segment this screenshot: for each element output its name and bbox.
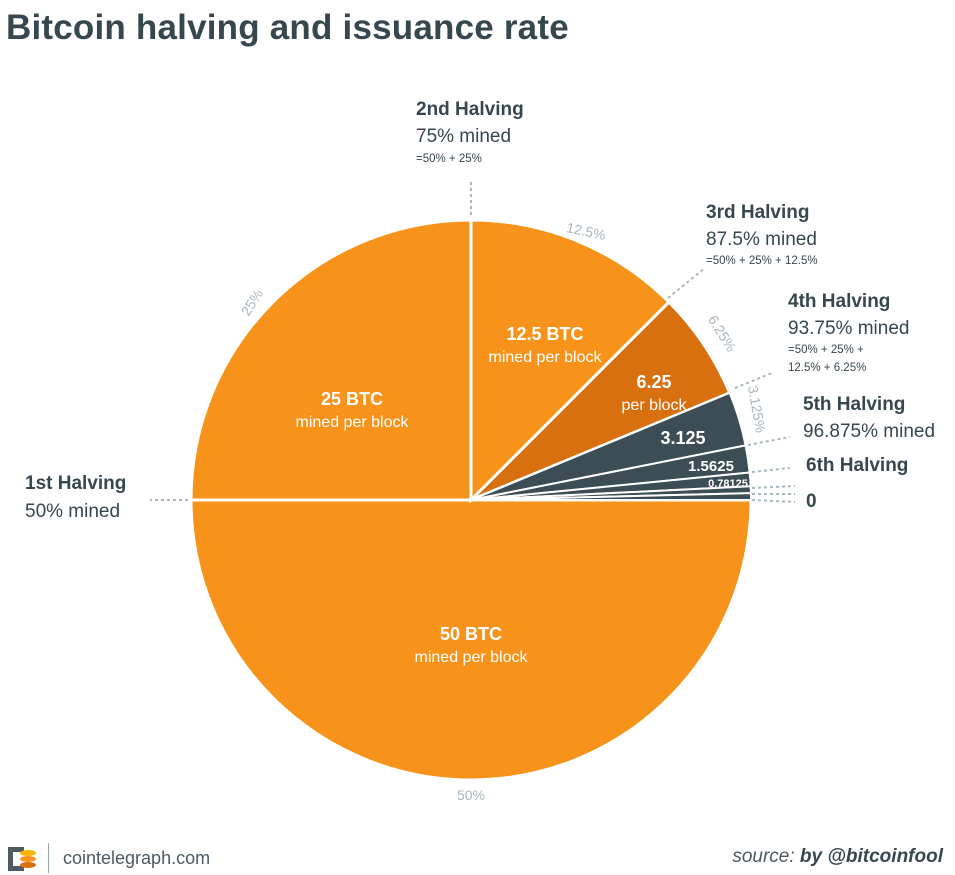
- pie-chart: 50 BTC mined per block 25 BTC mined per blo…: [25, 99, 935, 803]
- halving-5-mined: 96.875% mined: [803, 421, 935, 442]
- halving-2-name: 2nd Halving: [416, 99, 524, 120]
- halving-2-detail: =50% + 25%: [416, 153, 482, 165]
- pie-slices: [189, 218, 753, 782]
- leader-end-c: [751, 499, 796, 503]
- slice-labels: 50 BTC mined per block 25 BTC mined per blo…: [296, 324, 748, 666]
- slice-value-label-2: 25 BTC: [321, 389, 383, 409]
- halving-3-name: 3rd Halving: [706, 202, 809, 223]
- halving-3-detail: =50% + 25% + 12.5%: [706, 255, 818, 267]
- halving-6-name: 6th Halving: [806, 455, 908, 476]
- slice-sub-label-4: per block: [622, 397, 688, 414]
- slice-value-label-7: 0.78125: [708, 478, 748, 490]
- slice-value-label-3: 12.5 BTC: [506, 324, 583, 344]
- footer-separator: [48, 843, 49, 873]
- source-author: by @bitcoinfool: [799, 846, 943, 867]
- halving-4-detail-2: 12.5% + 6.25%: [788, 362, 866, 374]
- leader-3rd-halving: [667, 267, 706, 299]
- slice-value-label-5: 3.125: [660, 428, 705, 448]
- chart-title: Bitcoin halving and issuance rate: [6, 8, 569, 47]
- leader-5th-halving: [747, 436, 791, 446]
- slice-sub-label-1: mined per block: [415, 649, 529, 666]
- pie-slice-3: [469, 218, 672, 504]
- halving-4-detail: =50% + 25% +: [788, 344, 864, 356]
- pie-slice-1: [189, 498, 753, 782]
- pie-slice-9: [470, 492, 753, 501]
- footer-brand[interactable]: cointelegraph.com: [63, 848, 211, 868]
- halving-1-mined: 50% mined: [25, 501, 120, 522]
- end-label: 0: [806, 491, 817, 512]
- halving-4-mined: 93.75% mined: [788, 318, 909, 339]
- percent-label-5: 3.125%: [745, 384, 769, 434]
- percent-label-4: 6.25%: [705, 312, 740, 354]
- source-prefix: source:: [732, 846, 795, 867]
- cointelegraph-logo-icon: [8, 847, 36, 871]
- slice-value-label-6: 1.5625: [688, 458, 734, 475]
- halving-5-name: 5th Halving: [803, 394, 905, 415]
- percent-label-1: 50%: [457, 787, 485, 803]
- halving-4-name: 4th Halving: [788, 291, 890, 312]
- slice-sub-label-2: mined per block: [296, 414, 410, 431]
- leader-4th-halving: [734, 372, 773, 389]
- halving-3-mined: 87.5% mined: [706, 229, 817, 250]
- halving-2-mined: 75% mined: [416, 126, 511, 147]
- halving-1-name: 1st Halving: [25, 473, 126, 494]
- slice-value-label-1: 50 BTC: [440, 624, 502, 644]
- slice-sub-label-3: mined per block: [489, 349, 603, 366]
- slice-value-label-4: 6.25: [636, 372, 671, 392]
- leader-6th-halving: [751, 467, 791, 473]
- leader-end-a: [751, 485, 796, 489]
- pie-slice-2: [189, 218, 473, 502]
- footer-source: source: by @bitcoinfool: [732, 846, 943, 868]
